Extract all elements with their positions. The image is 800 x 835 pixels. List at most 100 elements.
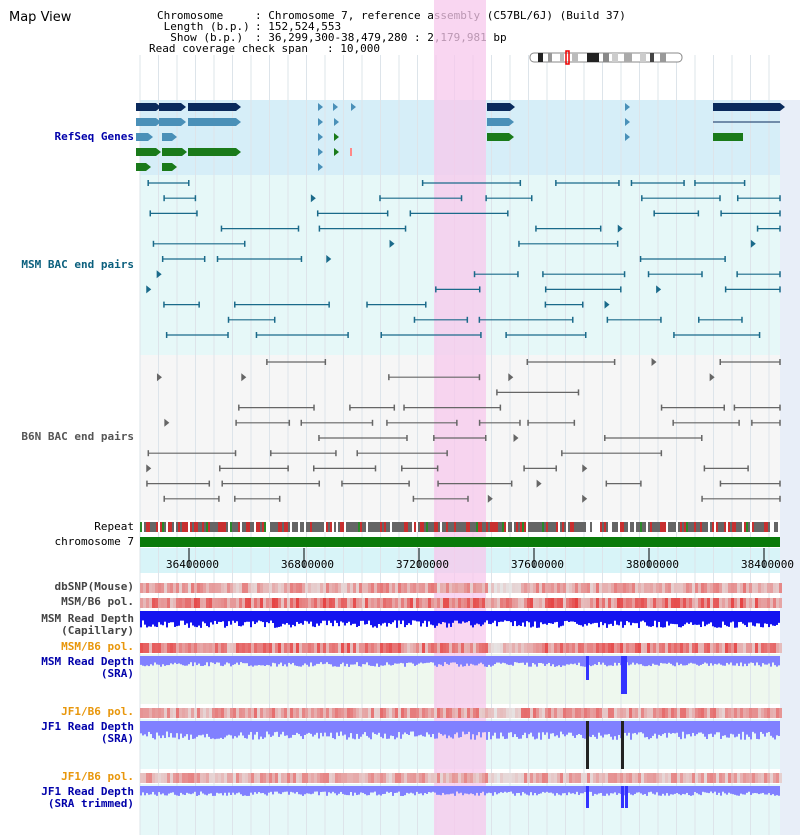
repeat-block	[288, 522, 290, 532]
coverage-label: Read coverage check span	[149, 42, 308, 55]
track-label-dbsnp: dbSNP(Mouse)	[54, 580, 134, 593]
jf1-depth-trim-bar	[176, 786, 178, 796]
jf1-b6-pol-2-cell	[269, 773, 272, 783]
msm-depth-sra-bar	[358, 656, 360, 667]
jf1-b6-pol-2-cell	[545, 773, 548, 783]
jf1-depth-sra-bar	[514, 721, 516, 735]
jf1-depth-trim-bar	[356, 786, 358, 796]
msm-b6-pol-2-cell	[533, 643, 536, 653]
jf1-depth-trim-bar	[722, 786, 724, 792]
track-label-msm-bac[interactable]: MSM BAC end pairs	[21, 258, 134, 271]
dbsnp-cell	[728, 583, 731, 593]
msm-b6-pol-2-cell	[341, 643, 344, 653]
jf1-depth-trim-bar	[760, 786, 762, 794]
jf1-b6-pol-2-cell	[476, 773, 479, 783]
repeat-block	[308, 522, 310, 532]
msm-depth-sra-bar	[438, 656, 440, 665]
jf1-depth-trim-bar	[320, 786, 322, 792]
dbsnp-cell	[338, 583, 341, 593]
jf1-depth-sra-bar	[212, 721, 214, 739]
dbsnp-cell	[317, 583, 320, 593]
jf1-depth-trim-bar	[354, 786, 356, 793]
msm-b6-pol-2-cell	[437, 643, 440, 653]
msm-depth-cap-bar	[748, 611, 750, 623]
jf1-depth-trim-bar	[144, 786, 146, 796]
msm-b6-pol-cell	[635, 598, 638, 608]
msm-depth-cap-bar	[142, 611, 144, 621]
msm-b6-pol-2-cell	[692, 643, 695, 653]
jf1-depth-trim-bar	[276, 786, 278, 792]
msm-b6-pol-2-cell	[212, 643, 215, 653]
msm-b6-pol-2-cell	[755, 643, 758, 653]
jf1-depth-sra-bar	[532, 721, 534, 737]
jf1-depth-trim-bar	[766, 786, 768, 795]
msm-bac-end-marker	[750, 239, 756, 248]
msm-depth-sra-bar	[308, 656, 310, 667]
jf1-depth-trim-bar	[424, 786, 426, 794]
jf1-b6-pol-cell	[596, 708, 599, 718]
jf1-depth-sra-bar	[494, 721, 496, 733]
msm-b6-pol-2-cell	[560, 643, 563, 653]
ideogram-band	[660, 53, 666, 62]
jf1-b6-pol-cell	[257, 708, 260, 718]
jf1-depth-trim-bar	[646, 786, 648, 796]
msm-b6-pol-2-cell	[386, 643, 389, 653]
jf1-b6-pol-2-cell	[287, 773, 290, 783]
jf1-depth-trim-bar	[302, 786, 304, 796]
jf1-depth-sra-bar	[716, 721, 718, 733]
dbsnp-cell	[530, 583, 533, 593]
jf1-b6-pol-cell	[203, 708, 206, 718]
msm-depth-sra-bar	[162, 656, 164, 665]
msm-depth-cap-bar	[216, 611, 218, 624]
msm-b6-pol-cell	[623, 598, 626, 608]
jf1-depth-trim-bar	[260, 786, 262, 794]
jf1-b6-pol-2-cell	[761, 773, 764, 783]
msm-depth-sra-bar	[198, 656, 200, 664]
repeat-block	[568, 522, 570, 532]
msm-b6-pol-2-cell	[731, 643, 734, 653]
jf1-depth-sra-bar	[752, 721, 754, 732]
jf1-depth-sra-bar	[222, 721, 224, 739]
jf1-depth-trim-bar	[556, 786, 558, 794]
jf1-depth-sra-bar	[292, 721, 294, 735]
jf1-depth-sra-bar	[192, 721, 194, 739]
msm-depth-sra-bar	[426, 656, 428, 663]
jf1-depth-sra-bar	[490, 721, 492, 740]
msm-depth-sra-bar	[244, 656, 246, 664]
msm-depth-cap-bar	[198, 611, 200, 626]
dbsnp-cell	[764, 583, 767, 593]
jf1-depth-trim-bar	[244, 786, 246, 796]
jf1-b6-pol-cell	[629, 708, 632, 718]
msm-depth-cap-bar	[712, 611, 714, 627]
repeat-block	[554, 522, 556, 532]
track-label-refseq[interactable]: RefSeq Genes	[54, 130, 134, 143]
msm-b6-pol-2-cell	[407, 643, 410, 653]
msm-depth-cap-bar	[434, 611, 436, 628]
msm-depth-cap-bar	[668, 611, 670, 626]
jf1-depth-trim-bar	[752, 786, 754, 794]
gene-arrow	[236, 118, 241, 126]
msm-depth-cap-bar	[250, 611, 252, 628]
msm-depth-cap-bar	[454, 611, 456, 621]
msm-b6-pol-2-cell	[740, 643, 743, 653]
repeat-block	[470, 522, 472, 532]
track-label-b6n-bac[interactable]: B6N BAC end pairs	[21, 430, 134, 443]
jf1-depth-sra-bar	[218, 721, 220, 739]
jf1-b6-pol-2-cell	[617, 773, 620, 783]
jf1-b6-pol-cell	[167, 708, 170, 718]
msm-depth-sra-bar	[504, 656, 506, 664]
msm-depth-cap-bar	[520, 611, 522, 626]
jf1-depth-sra-bar	[392, 721, 394, 737]
jf1-depth-trim-bar	[352, 786, 354, 796]
jf1-depth-trim-bar	[638, 786, 640, 793]
dbsnp-cell	[446, 583, 449, 593]
msm-b6-pol-2-cell	[593, 643, 596, 653]
dbsnp-cell	[491, 583, 494, 593]
jf1-b6-pol-2-cell	[344, 773, 347, 783]
repeat-block	[412, 522, 414, 532]
highlight-region	[434, 0, 486, 835]
jf1-depth-sra-bar	[758, 721, 760, 740]
repeat-block	[318, 522, 320, 532]
dbsnp-cell	[398, 583, 401, 593]
